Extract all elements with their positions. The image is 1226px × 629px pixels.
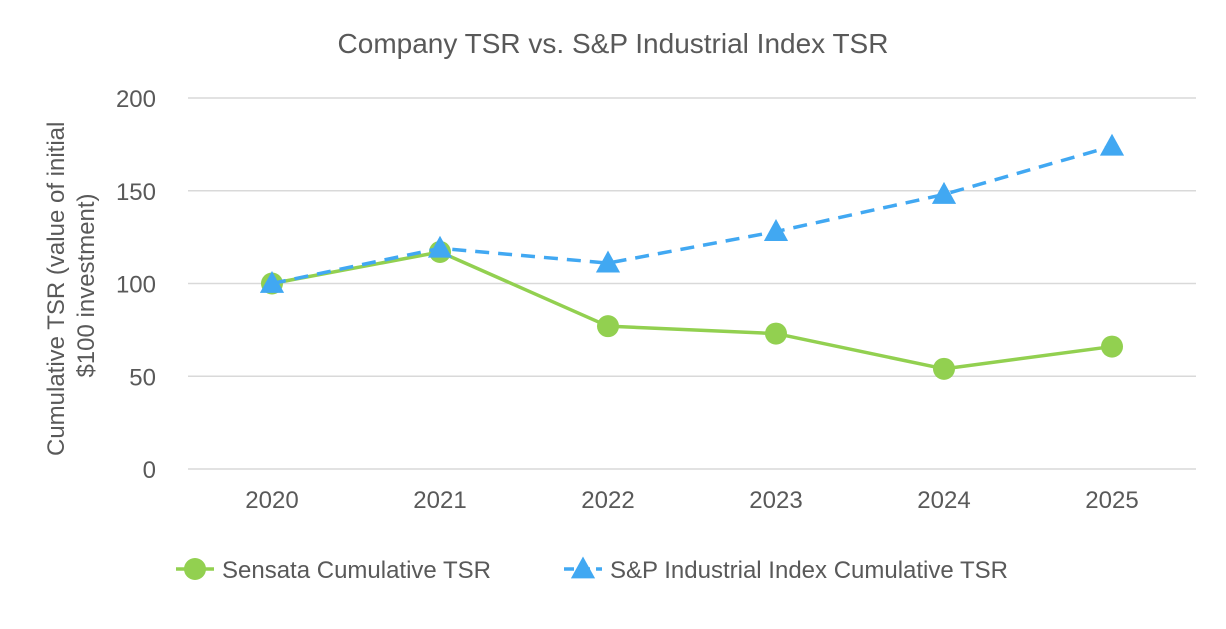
y-tick-label: 150 <box>116 179 156 206</box>
y-tick-label: 200 <box>116 86 156 113</box>
data-point-triangle <box>931 181 957 204</box>
y-axis-ticks: 0 50 100 150 200 <box>116 86 156 484</box>
data-point-circle <box>1101 335 1123 358</box>
y-tick-label: 100 <box>116 272 156 299</box>
y-axis-label-line-2: $100 investment) <box>73 193 100 377</box>
legend-label: Sensata Cumulative TSR <box>222 557 491 584</box>
chart-title: Company TSR vs. S&P Industrial Index TSR <box>338 28 889 59</box>
x-axis-ticks: 2020 2021 2022 2023 2024 2025 <box>245 487 1138 514</box>
series-layer <box>259 133 1125 380</box>
legend-item-sp-industrial: S&P Industrial Index Cumulative TSR <box>564 556 1008 584</box>
y-axis-label-line-1: Cumulative TSR (value of initial <box>43 122 70 456</box>
data-point-circle <box>765 322 787 345</box>
x-tick-label: 2020 <box>245 487 298 514</box>
series-sensata-tsr <box>261 240 1123 380</box>
series-line <box>271 144 1113 286</box>
y-tick-label: 0 <box>143 457 156 484</box>
data-point-triangle <box>259 270 285 293</box>
series-sp-industrial-tsr <box>259 133 1125 293</box>
y-tick-label: 50 <box>129 364 156 391</box>
data-point-triangle <box>595 250 621 273</box>
data-point-triangle <box>427 235 453 258</box>
x-tick-label: 2021 <box>413 487 466 514</box>
data-point-circle <box>933 357 955 380</box>
data-point-triangle <box>763 219 789 241</box>
data-point-circle <box>597 315 619 338</box>
series-line <box>271 250 1113 371</box>
legend-label: S&P Industrial Index Cumulative TSR <box>610 557 1008 584</box>
legend-marker-triangle <box>570 556 596 579</box>
x-tick-label: 2022 <box>581 487 634 514</box>
data-point-triangle <box>1099 133 1125 156</box>
x-tick-label: 2025 <box>1085 487 1138 514</box>
x-tick-label: 2024 <box>917 487 970 514</box>
legend: Sensata Cumulative TSR S&P Industrial Ind… <box>176 556 1008 584</box>
x-tick-label: 2023 <box>749 487 802 514</box>
legend-item-sensata: Sensata Cumulative TSR <box>176 557 491 584</box>
legend-marker-circle <box>184 558 206 580</box>
y-axis-label: Cumulative TSR (value of initial $100 in… <box>43 115 100 456</box>
grid-lines <box>188 97 1196 470</box>
